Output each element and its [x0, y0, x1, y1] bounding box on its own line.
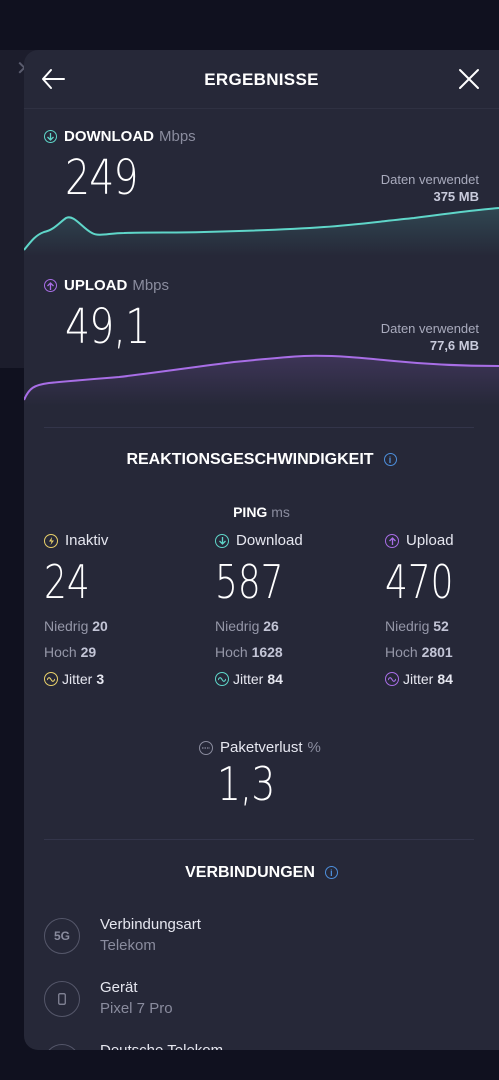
ping-download-high: Hoch 1628: [215, 644, 355, 660]
high-value: 1628: [251, 644, 283, 660]
download-data-used: Daten verwendet 375 MB: [381, 171, 479, 205]
5g-icon: 5G: [44, 918, 80, 954]
ping-idle-jitter: Jitter 3: [44, 671, 184, 687]
info-icon[interactable]: i: [383, 453, 397, 467]
jitter-wave-icon: [215, 672, 229, 686]
ping-upload-low: Niedrig 52: [385, 619, 499, 633]
upload-data-used: Daten verwendet 77,6 MB: [381, 320, 479, 354]
upload-arrow-icon: [385, 533, 399, 548]
provider-label: Deutsche Telekom: [100, 1042, 223, 1050]
high-value: 2801: [421, 644, 453, 660]
high-label: Hoch: [44, 644, 77, 660]
ping-idle-low: Niedrig 20: [44, 619, 184, 633]
upload-unit: Mbps: [132, 277, 170, 294]
connection-type-row: 5G Verbindungsart Telekom: [44, 916, 474, 966]
jitter-wave-icon: [385, 672, 399, 686]
ping-download-low: Niedrig 26: [215, 619, 355, 633]
ping-heading: PING ms: [24, 504, 499, 520]
low-label: Niedrig: [44, 618, 89, 634]
upload-label: UPLOAD Mbps: [44, 277, 169, 294]
download-value: 249: [65, 150, 138, 206]
low-value: 20: [92, 618, 108, 634]
back-arrow-icon[interactable]: [40, 66, 66, 92]
upload-value: 49,1: [65, 299, 150, 355]
ping-unit: ms: [271, 504, 290, 520]
download-title: DOWNLOAD: [64, 128, 154, 145]
ping-upload-jitter: Jitter 84: [385, 671, 499, 687]
ping-upload-label-row: Upload: [385, 532, 499, 549]
connections-heading: VERBINDUNGEN i: [24, 864, 499, 882]
ping-idle-label: Inaktiv: [65, 532, 109, 549]
upload-data-used-value: 77,6 MB: [429, 338, 479, 353]
ping-label: PING: [233, 504, 268, 520]
jitter-wave-icon: [44, 672, 58, 686]
download-unit: Mbps: [159, 128, 196, 145]
ping-upload-label: Upload: [406, 532, 454, 549]
device-row: Gerät Pixel 7 Pro: [44, 979, 474, 1029]
ping-upload-value: 470: [385, 555, 454, 609]
bottom-bar: [0, 1050, 499, 1080]
packet-loss-unit: %: [307, 739, 321, 756]
ping-column-idle: Inaktiv 24 Niedrig 20 Hoch 29 Jitter 3: [44, 532, 184, 687]
header: ERGEBNISSE: [24, 50, 499, 109]
high-value: 29: [80, 644, 97, 660]
low-label: Niedrig: [385, 618, 430, 634]
upload-arrow-icon: [44, 279, 57, 292]
page-title: ERGEBNISSE: [204, 70, 319, 89]
download-arrow-icon: [44, 130, 57, 143]
provider-row: Deutsche Telekom: [44, 1042, 474, 1050]
download-data-used-label: Daten verwendet: [380, 172, 479, 187]
high-label: Hoch: [215, 644, 248, 660]
ping-download-value: 587: [215, 555, 284, 609]
jitter-value: 84: [267, 671, 283, 687]
responsiveness-title: REAKTIONSGESCHWINDIGKEIT: [126, 451, 374, 468]
ping-download-label-row: Download: [215, 532, 355, 549]
connection-type-label: Verbindungsart: [100, 916, 201, 933]
phone-icon: [44, 981, 80, 1017]
jitter-label: Jitter: [62, 671, 93, 687]
packet-loss-value: 1,3: [217, 757, 275, 811]
high-label: Hoch: [385, 644, 418, 660]
download-arrow-icon: [215, 533, 229, 548]
ping-column-upload: Upload 470 Niedrig 52 Hoch 2801 Jitter 84: [385, 532, 499, 687]
idle-bolt-icon: [44, 533, 58, 548]
divider: [44, 427, 474, 428]
ping-column-download: Download 587 Niedrig 26 Hoch 1628 Jitter…: [215, 532, 355, 687]
download-label: DOWNLOAD Mbps: [44, 128, 196, 145]
ping-upload-high: Hoch 2801: [385, 644, 499, 660]
low-label: Niedrig: [215, 618, 260, 634]
low-value: 52: [433, 618, 449, 634]
ping-idle-label-row: Inaktiv: [44, 532, 184, 549]
jitter-label: Jitter: [233, 671, 264, 687]
ping-download-label: Download: [236, 532, 303, 549]
connection-type-value: Telekom: [100, 937, 156, 954]
connections-title: VERBINDUNGEN: [185, 864, 315, 881]
info-icon[interactable]: i: [324, 866, 338, 880]
results-sheet: ERGEBNISSE DOWNLOAD Mbps 249 Daten verwe…: [24, 50, 499, 1050]
upload-data-used-label: Daten verwendet: [380, 321, 479, 336]
upload-graph: [24, 354, 499, 406]
packet-loss-label: Paketverlust: [220, 739, 303, 756]
ping-download-jitter: Jitter 84: [215, 671, 355, 687]
device-label: Gerät: [100, 979, 138, 996]
packet-loss-label-row: Paketverlust %: [199, 739, 321, 756]
download-graph: [24, 207, 499, 256]
jitter-label: Jitter: [403, 671, 434, 687]
responsiveness-heading: REAKTIONSGESCHWINDIGKEIT i: [24, 451, 499, 469]
upload-title: UPLOAD: [64, 277, 128, 294]
close-icon[interactable]: [456, 66, 482, 92]
jitter-value: 84: [437, 671, 453, 687]
device-value: Pixel 7 Pro: [100, 1000, 173, 1017]
ping-idle-value: 24: [44, 555, 90, 609]
jitter-value: 3: [96, 671, 105, 687]
packet-loss-icon: [199, 740, 213, 755]
low-value: 26: [263, 618, 279, 634]
divider: [44, 839, 474, 840]
ping-idle-high: Hoch 29: [44, 644, 184, 660]
download-data-used-value: 375 MB: [433, 189, 479, 204]
